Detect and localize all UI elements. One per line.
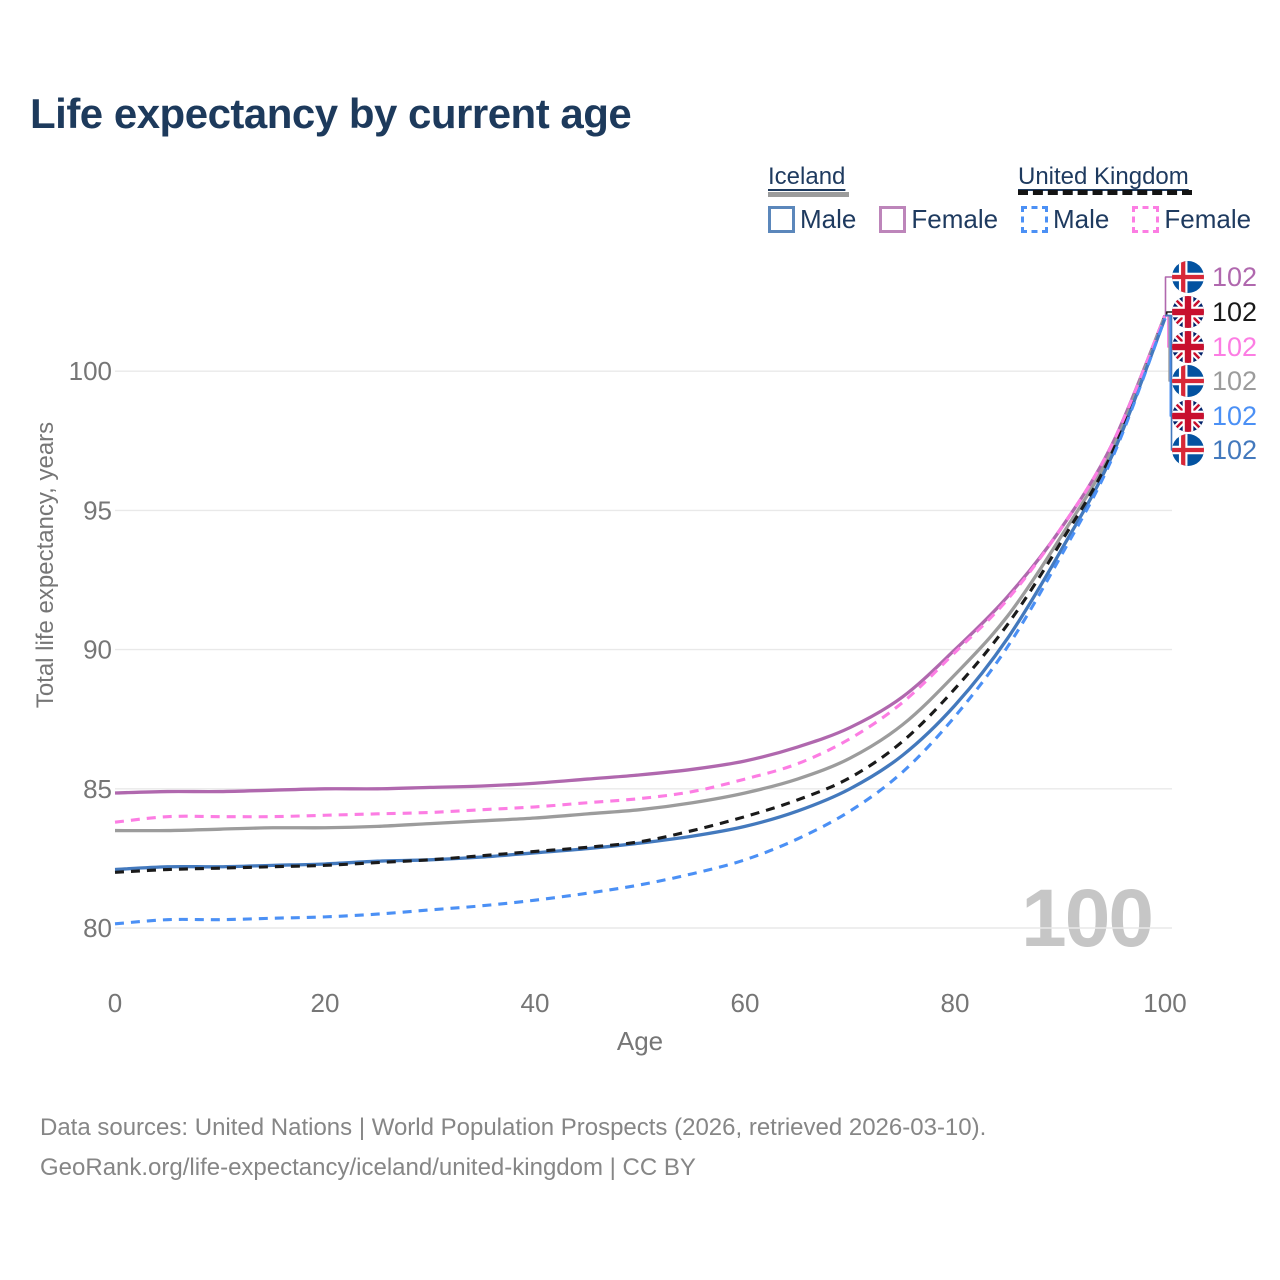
end-value-iceland-both-sexes: 102: [1212, 366, 1258, 396]
end-label-united-kingdom-both-sexes: 102: [1172, 296, 1257, 328]
legend-iceland-row: Male Female: [768, 204, 1016, 235]
x-tick-60: 60: [731, 988, 760, 1018]
iceland-flag-icon: [1172, 365, 1204, 397]
legend-uk-male-swatch[interactable]: [1021, 206, 1048, 233]
uk-flag-icon: [1172, 296, 1204, 328]
end-label-united-kingdom-male: 102: [1172, 400, 1257, 432]
legend-uk-row: Male Female: [1021, 204, 1269, 235]
end-value-iceland-male: 102: [1212, 435, 1258, 465]
legend-uk-all-line-sample: [1018, 190, 1192, 195]
uk-flag-icon: [1172, 331, 1204, 363]
data-source-footer: Data sources: United Nations | World Pop…: [40, 1108, 986, 1188]
uk-flag-icon: [1172, 400, 1204, 432]
legend-uk-female-label[interactable]: Female: [1164, 204, 1252, 234]
end-label-iceland-female: 102: [1172, 261, 1257, 293]
y-tick-90: 90: [83, 635, 112, 665]
y-tick-95: 95: [83, 495, 112, 525]
legend-uk-female-swatch[interactable]: [1132, 206, 1160, 233]
end-label-united-kingdom-female: 102: [1172, 331, 1257, 363]
x-tick-80: 80: [941, 988, 970, 1018]
series-line-iceland-male[interactable]: [114, 317, 1167, 872]
end-value-united-kingdom-female: 102: [1212, 332, 1258, 362]
legend-uk-title[interactable]: United Kingdom: [1018, 163, 1189, 190]
legend-iceland-female-label[interactable]: Female: [911, 204, 999, 234]
x-tick-100: 100: [1143, 988, 1186, 1018]
series-line-united-kingdom-male[interactable]: [114, 317, 1167, 926]
legend-iceland-male-label[interactable]: Male: [800, 204, 857, 234]
iceland-flag-icon: [1172, 261, 1204, 293]
end-value-iceland-female: 102: [1212, 262, 1258, 292]
leader-line-iceland-male: [1165, 314, 1173, 451]
end-value-united-kingdom-both-sexes: 102: [1212, 297, 1258, 327]
footer-line-attribution: GeoRank.org/life-expectancy/iceland/unit…: [40, 1154, 696, 1181]
y-tick-100: 100: [69, 356, 112, 386]
page-title: Life expectancy by current age: [30, 90, 632, 137]
iceland-flag-icon: [1172, 434, 1204, 466]
legend-iceland-all-line-sample: [768, 192, 849, 197]
x-tick-0: 0: [108, 988, 122, 1018]
legend-iceland-title[interactable]: Iceland: [768, 163, 846, 190]
x-tick-20: 20: [311, 988, 340, 1018]
end-label-iceland-both-sexes: 102: [1172, 365, 1257, 397]
legend-iceland-male-swatch[interactable]: [768, 206, 795, 233]
x-tick-40: 40: [521, 988, 550, 1018]
series-line-united-kingdom-both-sexes[interactable]: [114, 314, 1167, 874]
legend-uk-male-label[interactable]: Male: [1053, 204, 1110, 234]
y-tick-80: 80: [83, 913, 112, 943]
y-axis-title: Total life expectancy, years: [32, 421, 59, 709]
hover-age-watermark: 100: [1021, 873, 1154, 964]
footer-line-sources: Data sources: United Nations | World Pop…: [40, 1114, 987, 1141]
end-value-united-kingdom-male: 102: [1212, 401, 1258, 431]
series-line-iceland-female[interactable]: [114, 314, 1167, 795]
series-line-united-kingdom-female[interactable]: [114, 314, 1167, 824]
end-label-iceland-male: 102: [1172, 434, 1257, 466]
leader-line-iceland-female: [1164, 276, 1172, 317]
y-tick-85: 85: [83, 774, 112, 804]
x-axis-title: Age: [616, 1026, 664, 1056]
legend-iceland-female-swatch[interactable]: [879, 206, 907, 233]
series-line-iceland-both-sexes[interactable]: [114, 314, 1167, 833]
